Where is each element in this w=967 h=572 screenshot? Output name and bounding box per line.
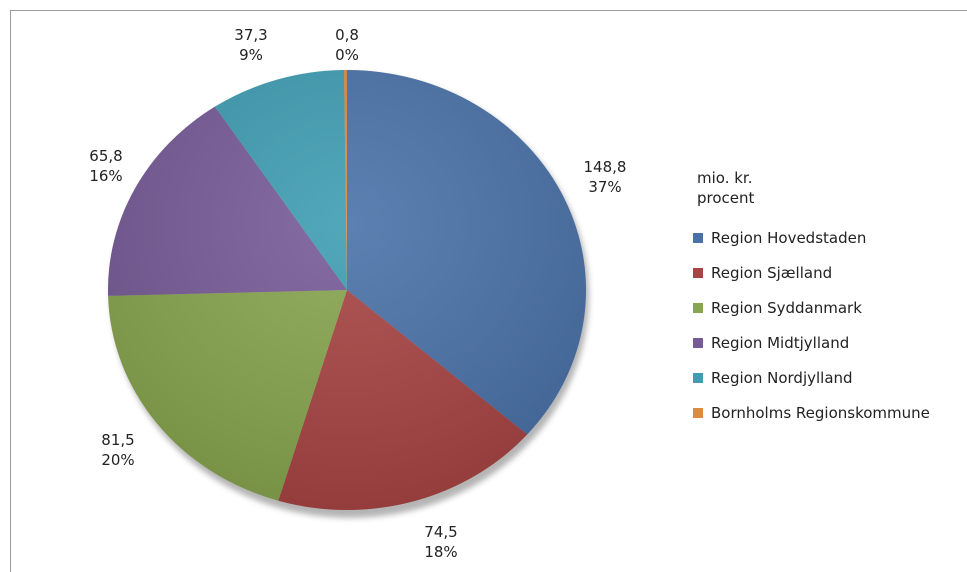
- percent-label: 18%: [424, 543, 457, 561]
- percent-label: 37%: [588, 178, 621, 196]
- legend-title: mio. kr. procent: [697, 168, 930, 208]
- data-label-sjaelland: 74,5 18%: [424, 523, 457, 561]
- legend-swatch: [693, 232, 703, 243]
- legend-swatch: [693, 372, 703, 383]
- legend-label: Region Midtjylland: [711, 333, 850, 352]
- legend-title-line-1: mio. kr.: [697, 169, 753, 187]
- data-label-nordjylland: 37,3 9%: [234, 26, 267, 64]
- legend-swatch: [693, 302, 703, 313]
- legend-item-syddanmark: Region Syddanmark: [693, 290, 930, 325]
- data-label-hovedstaden: 148,8 37%: [584, 158, 627, 196]
- data-label-bornholm: 0,8 0%: [335, 26, 359, 64]
- legend-label: Region Sjælland: [711, 263, 833, 282]
- legend-label: Bornholms Regionskommune: [711, 403, 930, 422]
- value-label: 0,8: [335, 26, 359, 44]
- chart-frame: [10, 10, 967, 572]
- legend-item-hovedstaden: Region Hovedstaden: [693, 220, 930, 255]
- legend-title-line-2: procent: [697, 189, 755, 207]
- legend-label: Region Syddanmark: [711, 298, 862, 317]
- data-labels: 148,8 37%74,5 18%81,5 20%65,8 16%37,3 9%0,8 0%: [89, 26, 626, 561]
- percent-label: 9%: [239, 46, 263, 64]
- value-label: 148,8: [584, 158, 627, 176]
- percent-label: 20%: [101, 451, 134, 469]
- value-label: 74,5: [424, 523, 457, 541]
- percent-label: 0%: [335, 46, 359, 64]
- value-label: 65,8: [89, 147, 122, 165]
- legend-item-bornholm: Bornholms Regionskommune: [693, 395, 930, 430]
- legend-label: Region Nordjylland: [711, 368, 853, 387]
- data-label-midtjylland: 65,8 16%: [89, 147, 122, 185]
- legend-item-nordjylland: Region Nordjylland: [693, 360, 930, 395]
- legend-item-sjaelland: Region Sjælland: [693, 255, 930, 290]
- legend-label: Region Hovedstaden: [711, 228, 867, 247]
- legend-swatch: [693, 337, 703, 348]
- legend-swatch: [693, 407, 703, 418]
- legend: mio. kr. procent Region Hovedstaden Regi…: [693, 168, 930, 430]
- legend-item-midtjylland: Region Midtjylland: [693, 325, 930, 360]
- legend-swatch: [693, 267, 703, 278]
- percent-label: 16%: [89, 167, 122, 185]
- pie-slices: [107, 70, 587, 511]
- data-label-syddanmark: 81,5 20%: [101, 431, 134, 469]
- value-label: 81,5: [101, 431, 134, 449]
- value-label: 37,3: [234, 26, 267, 44]
